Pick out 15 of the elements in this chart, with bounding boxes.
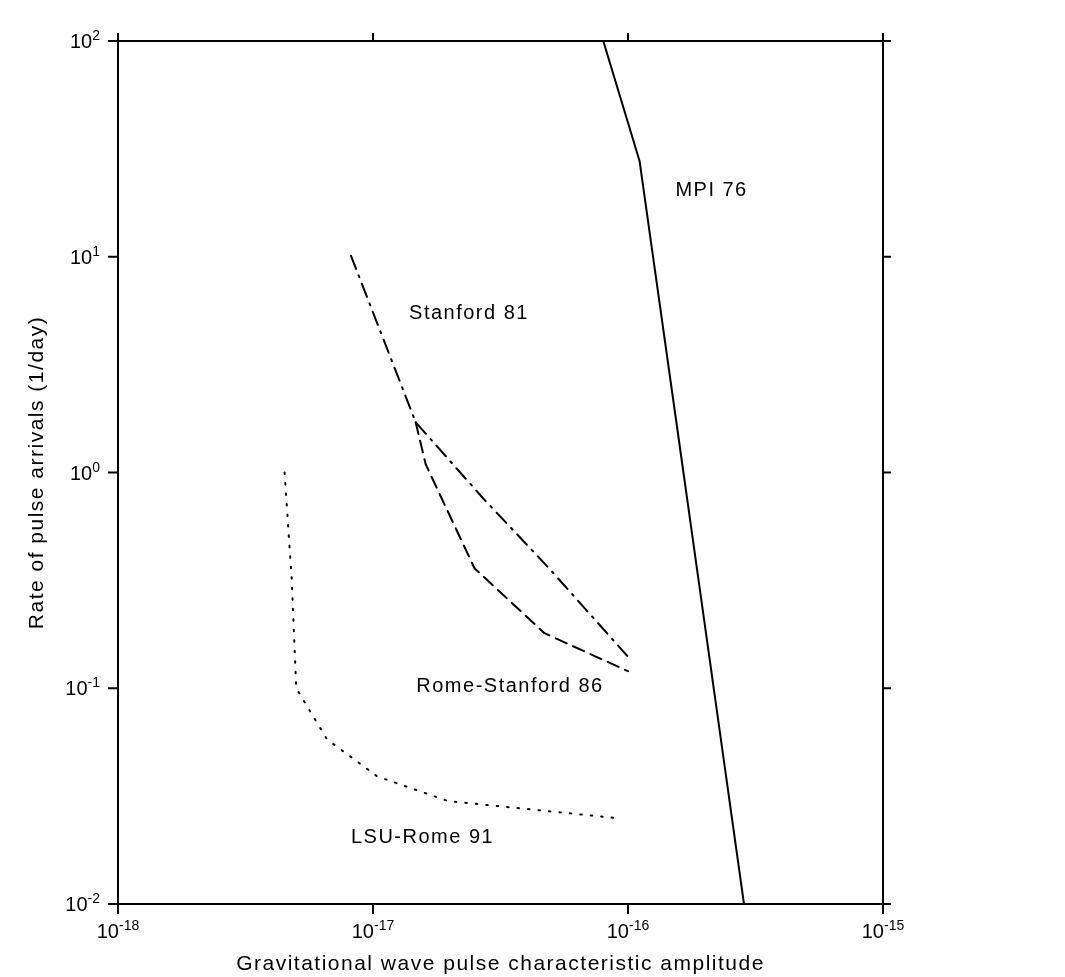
series-label: MPI 76 xyxy=(675,178,748,201)
x-tick-label: 10$^{-17}$ xyxy=(351,917,395,942)
y-tick-label: 10$^{-2}$ xyxy=(65,890,101,915)
series-label: Rome-Stanford 86 xyxy=(416,674,604,697)
series-label: Stanford 81 xyxy=(409,301,529,324)
y-axis-title: Rate of pulse arrivals (1/day) xyxy=(24,315,48,630)
series-label: LSU-Rome 91 xyxy=(350,825,495,848)
y-tick-label: 10$^{2}$ xyxy=(69,27,101,52)
x-axis-title: Gravitational wave pulse characteristic amplitude xyxy=(236,951,765,974)
x-tick-label: 10$^{-18}$ xyxy=(96,917,140,942)
x-tick-label: 10$^{-15}$ xyxy=(861,917,905,942)
y-tick-label: 10$^{-1}$ xyxy=(65,674,101,700)
y-tick-label: 10$^{1}$ xyxy=(69,242,101,268)
x-tick-label: 10$^{-16}$ xyxy=(606,917,650,942)
y-tick-label: 10$^{0}$ xyxy=(69,458,101,484)
